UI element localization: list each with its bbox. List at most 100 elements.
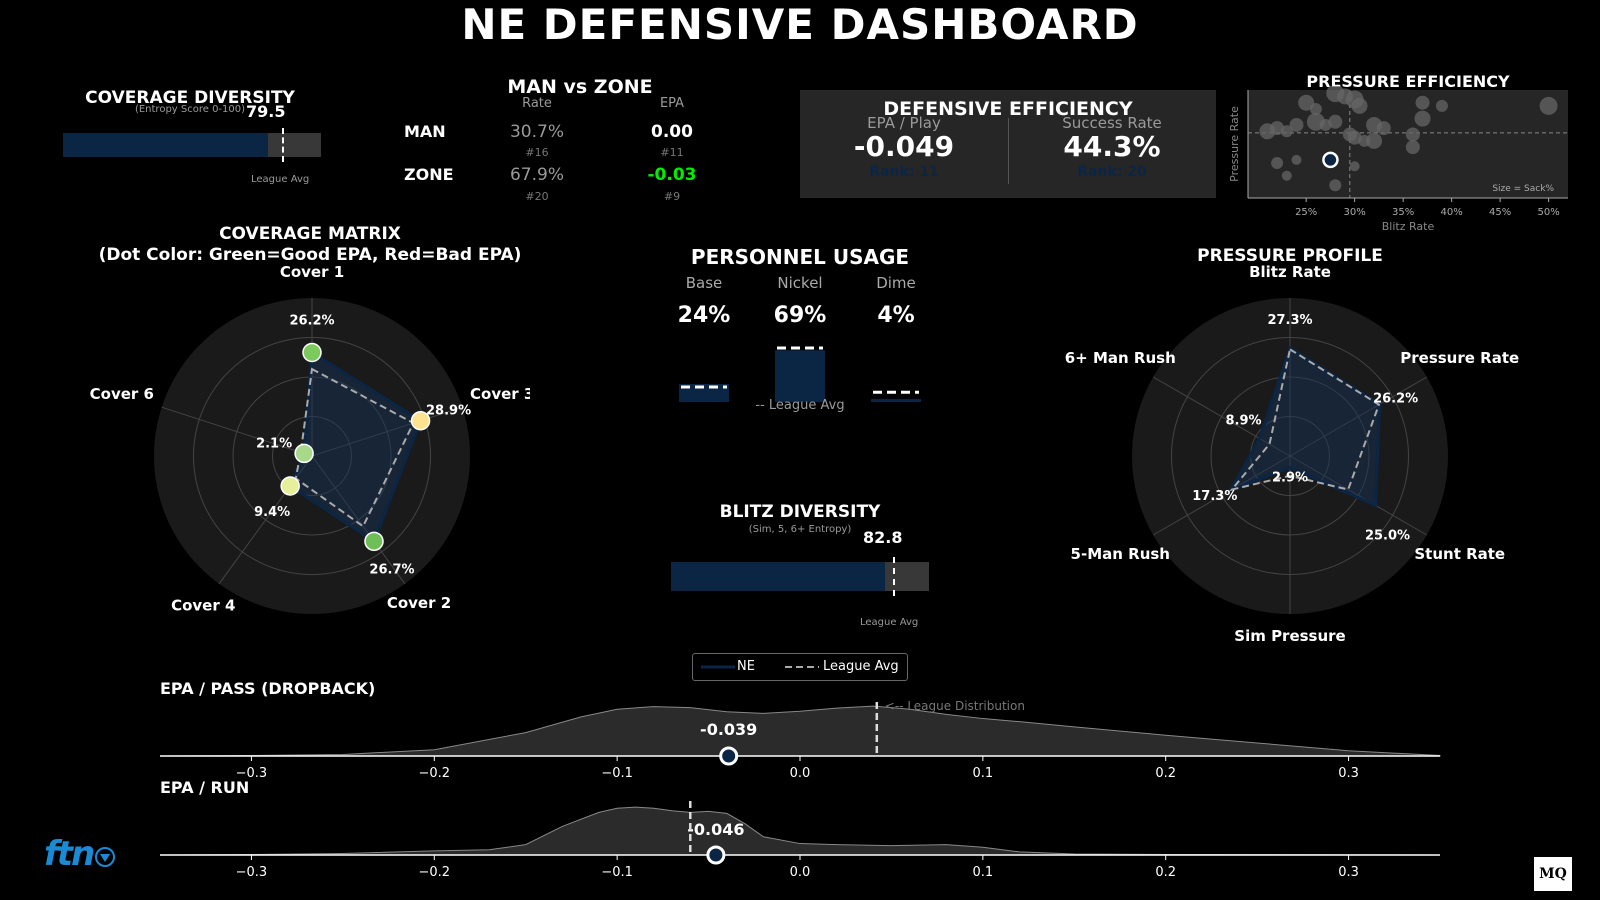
coverage-diversity-league-marker [282, 128, 285, 162]
density-tick-label: 0.1 [973, 766, 994, 780]
blitz-diversity-value: 82.8 [863, 528, 903, 547]
density-area [159, 806, 1441, 856]
scatter-point [1405, 140, 1420, 155]
radar-value-label: 2.9% [1272, 470, 1308, 485]
scatter-x-tick-label: 50% [1537, 207, 1559, 218]
personnel-bar [775, 350, 825, 402]
epa-pass-title: EPA / PASS (DROPBACK) [160, 679, 376, 698]
blitz-diversity-subtitle: (Sim, 5, 6+ Entropy) [748, 524, 852, 535]
radar-category-label: Stunt Rate [1414, 545, 1505, 563]
legend-league-label: League Avg [823, 659, 899, 674]
defensive-efficiency-title: DEFENSIVE EFFICIENCY [883, 98, 1133, 120]
density-tick-label: −0.3 [236, 766, 268, 780]
scatter-point [1298, 94, 1315, 111]
scatter-point [1281, 170, 1292, 181]
radar-value-label: 8.9% [1226, 413, 1262, 428]
rate-header: Rate [522, 96, 552, 111]
zone-rate: 67.9% [509, 165, 564, 185]
success-rate-value: 44.3% [1063, 130, 1161, 163]
zone-epa-rank: #9 [663, 190, 681, 203]
density-tick-label: 0.2 [1155, 766, 1176, 780]
radar-point [280, 476, 300, 496]
scatter-x-tick-label: 40% [1441, 207, 1463, 218]
radar-value-label: 25.0% [1365, 528, 1410, 543]
scatter-point [1328, 114, 1343, 129]
coverage-diversity-subtitle: (Entropy Score 0-100) [134, 104, 246, 115]
legend-ne-label: NE [737, 659, 755, 674]
radar-value-label: 9.4% [254, 505, 290, 520]
scatter-point [1349, 161, 1360, 172]
epa-pass-distribution: -0.039 <-- League Distribution −0.3 −0.2 −… [159, 699, 1441, 780]
radar-league-series [1229, 347, 1381, 492]
personnel-category-label: Nickel [777, 274, 822, 292]
coverage-diversity-track [63, 128, 321, 162]
scatter-x-label: Blitz Rate [1382, 220, 1435, 233]
radar-category-label: Cover 3 [470, 385, 530, 403]
epa-run-value: -0.046 [687, 820, 744, 839]
scatter-point [1351, 97, 1368, 114]
chart-legend: NE League Avg [692, 653, 908, 681]
radar-team-series [288, 349, 423, 544]
success-rate-label: Success Rate [1062, 114, 1162, 132]
radar-category-label: Sim Pressure [1234, 627, 1345, 644]
radar-point [364, 531, 384, 552]
radar-spoke [1152, 376, 1291, 457]
pressure-efficiency-title: PRESSURE EFFICIENCY [1306, 72, 1510, 91]
radar-spoke [1289, 376, 1428, 457]
epa-run-distribution: -0.046 −0.3 −0.2 −0.1 0.0 0.1 0.2 0.3 [159, 801, 1441, 878]
legend-league-swatch [785, 666, 819, 668]
epa-header: EPA [659, 96, 685, 111]
density-team-point [719, 746, 739, 766]
epa-pass-dist-label: <-- League Distribution [885, 699, 1025, 713]
coverage-matrix-title: COVERAGE MATRIX [219, 224, 401, 244]
defensive-efficiency-panel: DEFENSIVE EFFICIENCY EPA / Play -0.049 R… [800, 90, 1216, 198]
personnel-value-label: 4% [877, 303, 914, 328]
radar-value-label: 26.7% [369, 562, 414, 577]
scatter-point [1289, 117, 1304, 132]
radar-category-label: Blitz Rate [1249, 264, 1331, 281]
radar-value-label: 2.1% [256, 436, 292, 451]
epa-play-rank: Rank: 11 [869, 164, 939, 180]
radar-category-label: 6+ Man Rush [1065, 349, 1176, 367]
personnel-value-label: 24% [678, 303, 731, 328]
scatter-point [1376, 121, 1391, 136]
coverage-diversity-value: 79.5 [246, 102, 286, 121]
radar-spoke [311, 455, 406, 585]
legend-ne-swatch [701, 665, 735, 669]
epa-run-title: EPA / RUN [160, 778, 250, 797]
scatter-point [1271, 157, 1284, 170]
dashboard-title: NE DEFENSIVE DASHBOARD [461, 0, 1139, 49]
density-tick-label: −0.1 [601, 865, 633, 878]
pressure-radar-chart: 27.3% 26.2% 25.0% 2.9% 17.3% 8.9% Blitz Rate Pr… [1065, 264, 1519, 644]
scatter-point [1366, 132, 1383, 149]
density-tick-label: −0.3 [236, 865, 268, 878]
personnel-bar [871, 399, 921, 402]
radar-spoke [1289, 455, 1428, 536]
ftn-logo: ftn [44, 834, 95, 874]
radar-value-label: 26.2% [289, 314, 334, 329]
scatter-y-label: Pressure Rate [1228, 106, 1241, 182]
zone-rate-rank: #20 [525, 190, 549, 203]
radar-category-label: Cover 2 [387, 594, 451, 612]
density-tick-label: 0.2 [1155, 865, 1176, 878]
scatter-team-point [1322, 151, 1339, 169]
success-rate-rank: Rank: 20 [1077, 164, 1147, 180]
blitz-diversity-fill [671, 562, 885, 591]
scatter-point [1435, 99, 1448, 112]
density-area [159, 705, 1441, 757]
coverage-diversity-league-label: League Avg [251, 174, 310, 185]
personnel-category-label: Base [686, 274, 723, 292]
radar-value-label: 17.3% [1192, 489, 1237, 504]
ftn-logo-mark-icon [95, 847, 115, 867]
efficiency-divider [1008, 118, 1009, 184]
personnel-value-label: 69% [774, 303, 827, 328]
zone-label: ZONE [404, 165, 454, 184]
epa-play-label: EPA / Play [867, 114, 941, 132]
scatter-point [1414, 110, 1431, 127]
density-tick-label: 0.0 [790, 865, 811, 878]
scatter-point [1347, 130, 1362, 145]
personnel-league-note: -- League Avg [755, 398, 845, 413]
epa-play-value: -0.049 [853, 130, 955, 163]
mq-logo: MQ [1534, 857, 1572, 891]
radar-value-label: 27.3% [1267, 313, 1312, 328]
